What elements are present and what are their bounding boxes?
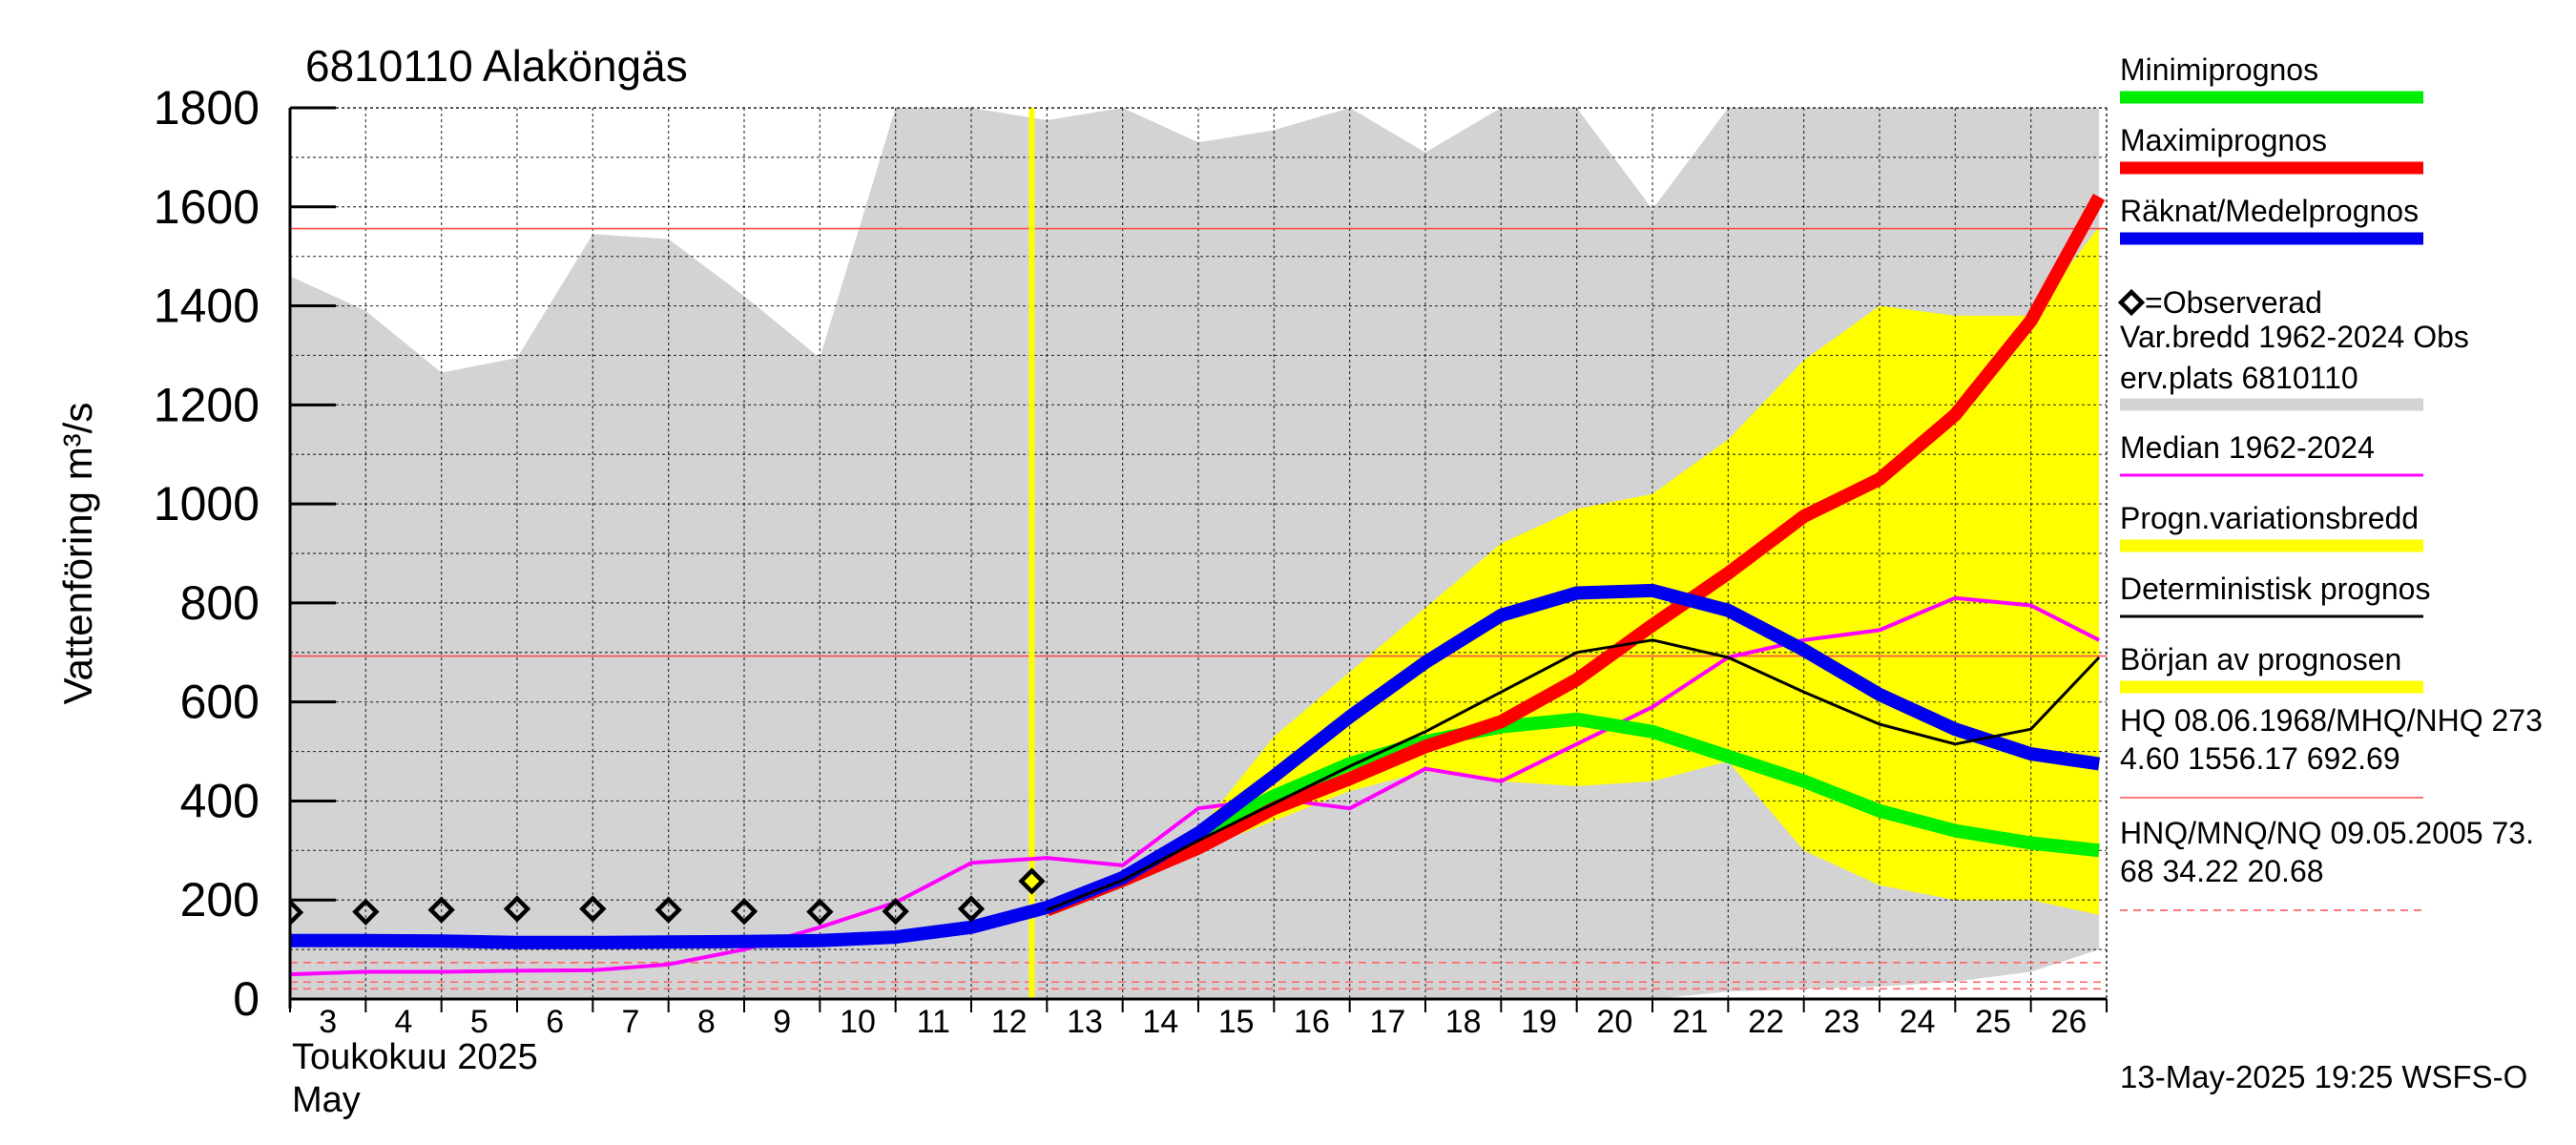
x-tick-label: 3 [319,1004,337,1040]
legend-item: Deterministisk prognos [2120,572,2430,618]
x-tick-label: 5 [470,1004,488,1040]
series-line-median-1962-2024 [290,595,2101,977]
x-tick-label: 14 [1142,1004,1178,1040]
legend-item: Maximiprognos [2120,123,2423,175]
series-line-deterministisk-prognos [1046,638,2101,911]
legend-label: Deterministisk prognos [2120,572,2430,606]
legend-label: Början av prognosen [2120,642,2401,677]
legend-label: Räknat/Medelprognos [2120,194,2419,228]
x-tick-label: 23 [1823,1004,1859,1040]
legend-item: Progn.variationsbredd [2120,501,2423,552]
axes [288,106,2108,1012]
observed-point [427,896,455,924]
series-lines [290,194,2106,977]
x-tick-label: 10 [840,1004,876,1040]
x-tick-label: 4 [395,1004,413,1040]
x-tick-label: 8 [697,1004,716,1040]
grid-lines [290,108,2107,999]
observed-point [730,897,758,926]
observed-point [579,895,607,923]
legend-label: Maximiprognos [2120,123,2327,157]
x-tick-label: 25 [1975,1004,2011,1040]
y-tick-label: 0 [233,972,260,1026]
x-tick-label: 13 [1067,1004,1103,1040]
x-tick-label: 22 [1748,1004,1784,1040]
legend-observed-marker [2117,288,2146,317]
series-line-r-knat-medelprognos [290,583,2101,949]
x-tick-label: 15 [1218,1004,1255,1040]
chart-title: 6810110 Alaköngäs [305,41,688,91]
observed-point [290,899,304,926]
x-tick-label: 20 [1596,1004,1632,1040]
x-tick-labels: 3 4 5 6 7 8 9 10 11 12 13 14 15 16 17 18 19 20 21 22 23 24 25 2… [319,1004,2087,1040]
x-tick-label: 7 [622,1004,640,1040]
legend-item: HNQ/MNQ/NQ 09.05.2005 73. 68 34.22 20.68 [2120,816,2534,911]
x-tick-label: 26 [2050,1004,2087,1040]
y-tick-label: 1600 [154,180,260,234]
legend: Minimiprognos Maximiprognos Räknat/Medelpr… [2117,52,2543,911]
y-tick-label: 200 [180,873,260,926]
observed-point [352,898,380,926]
legend-label: Var.bredd 1962-2024 Obs [2120,320,2469,354]
legend-label-cont: 68 34.22 20.68 [2120,854,2324,888]
x-tick-label: 16 [1294,1004,1330,1040]
legend-item: Var.bredd 1962-2024 Obs erv.plats 6810110 [2120,320,2469,411]
y-tick-labels: 0 200 400 600 800 1000 1200 1400 1600 1800 [154,81,260,1026]
legend-label-cont: erv.plats 6810110 [2120,361,2358,395]
observed-point [654,896,682,924]
legend-item: Räknat/Medelprognos [2120,194,2423,245]
observed-point [806,898,834,926]
y-tick-label: 1400 [154,280,260,333]
observed-point [957,895,986,923]
legend-label: Minimiprognos [2120,52,2318,87]
month-label-en: May [292,1080,361,1120]
legend-label: HNQ/MNQ/NQ 09.05.2005 73. [2120,816,2534,850]
legend-item: Minimiprognos [2120,52,2423,104]
month-label: Toukokuu 2025 [292,1037,538,1077]
legend-item: Början av prognosen [2120,642,2423,694]
y-tick-label: 1800 [154,81,260,135]
legend-item: =Observerad [2117,285,2322,320]
series-line-maximiprognos [1044,194,2106,917]
observed-point [1018,867,1046,895]
x-tick-label: 18 [1445,1004,1482,1040]
y-tick-label: 800 [180,576,260,630]
legend-label: Median 1962-2024 [2120,430,2375,465]
y-tick-label: 400 [180,774,260,827]
y-tick-label: 600 [180,676,260,729]
y-axis-label: Vattenföring m³/s [55,403,100,705]
x-tick-label: 9 [773,1004,791,1040]
x-tick-label: 24 [1900,1004,1936,1040]
x-tick-label: 6 [546,1004,564,1040]
x-tick-label: 12 [991,1004,1028,1040]
x-tick-label: 21 [1672,1004,1709,1040]
x-tick-label: 11 [917,1004,950,1040]
legend-item: Median 1962-2024 [2120,430,2423,477]
y-tick-label: 1200 [154,378,260,431]
legend-label: Progn.variationsbredd [2120,501,2419,535]
observed-point [503,895,531,923]
observed-point [882,897,909,926]
x-tick-label: 19 [1521,1004,1557,1040]
y-tick-label: 1000 [154,477,260,531]
legend-label: =Observerad [2145,285,2322,320]
plot-area [290,108,2107,999]
observed-markers [290,867,1046,926]
x-tick-label: 17 [1369,1004,1405,1040]
legend-label-cont: 4.60 1556.17 692.69 [2120,741,2400,776]
legend-label: HQ 08.06.1968/MHQ/NHQ 273 [2120,703,2543,738]
footer-timestamp: 13-May-2025 19:25 WSFS-O [2120,1059,2527,1094]
